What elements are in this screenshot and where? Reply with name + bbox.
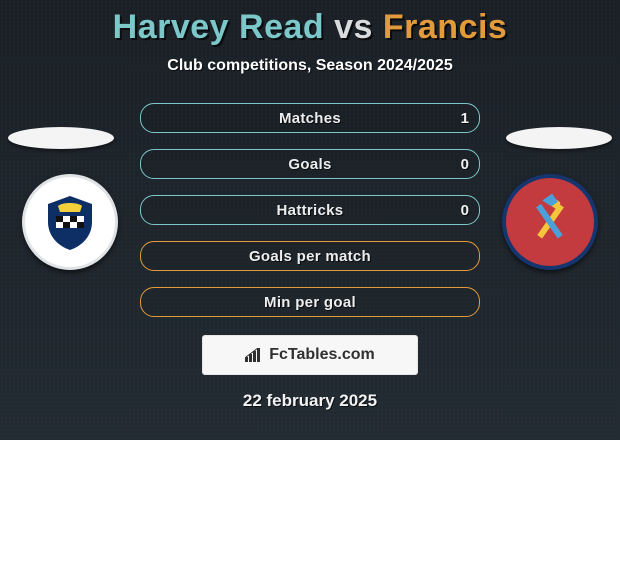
stat-row: Goals 0 [140, 149, 480, 179]
stat-label: Goals per match [249, 248, 371, 265]
stat-rows: Matches 1 Goals 0 Hattricks 0 Goals per match M… [0, 103, 620, 317]
title-player1: Harvey Read [113, 8, 325, 46]
stat-label: Matches [279, 110, 341, 127]
title-player2: Francis [383, 8, 507, 46]
stat-right-value: 1 [461, 104, 469, 132]
stat-row: Min per goal [140, 287, 480, 317]
title-vs: vs [334, 8, 373, 46]
stat-row: Matches 1 [140, 103, 480, 133]
bars-icon [245, 348, 263, 362]
comparison-card: Harvey Read vs Francis Club competitions… [0, 0, 620, 440]
subtitle: Club competitions, Season 2024/2025 [0, 57, 620, 75]
stat-label: Min per goal [264, 294, 356, 311]
stat-right-value: 0 [461, 150, 469, 178]
stat-right-value: 0 [461, 196, 469, 224]
page-title: Harvey Read vs Francis [0, 0, 620, 47]
date: 22 february 2025 [0, 391, 620, 411]
watermark-text: FcTables.com [269, 346, 375, 364]
stat-row: Goals per match [140, 241, 480, 271]
stat-label: Hattricks [277, 202, 344, 219]
stat-row: Hattricks 0 [140, 195, 480, 225]
stat-label: Goals [288, 156, 331, 173]
watermark: FcTables.com [202, 335, 418, 375]
